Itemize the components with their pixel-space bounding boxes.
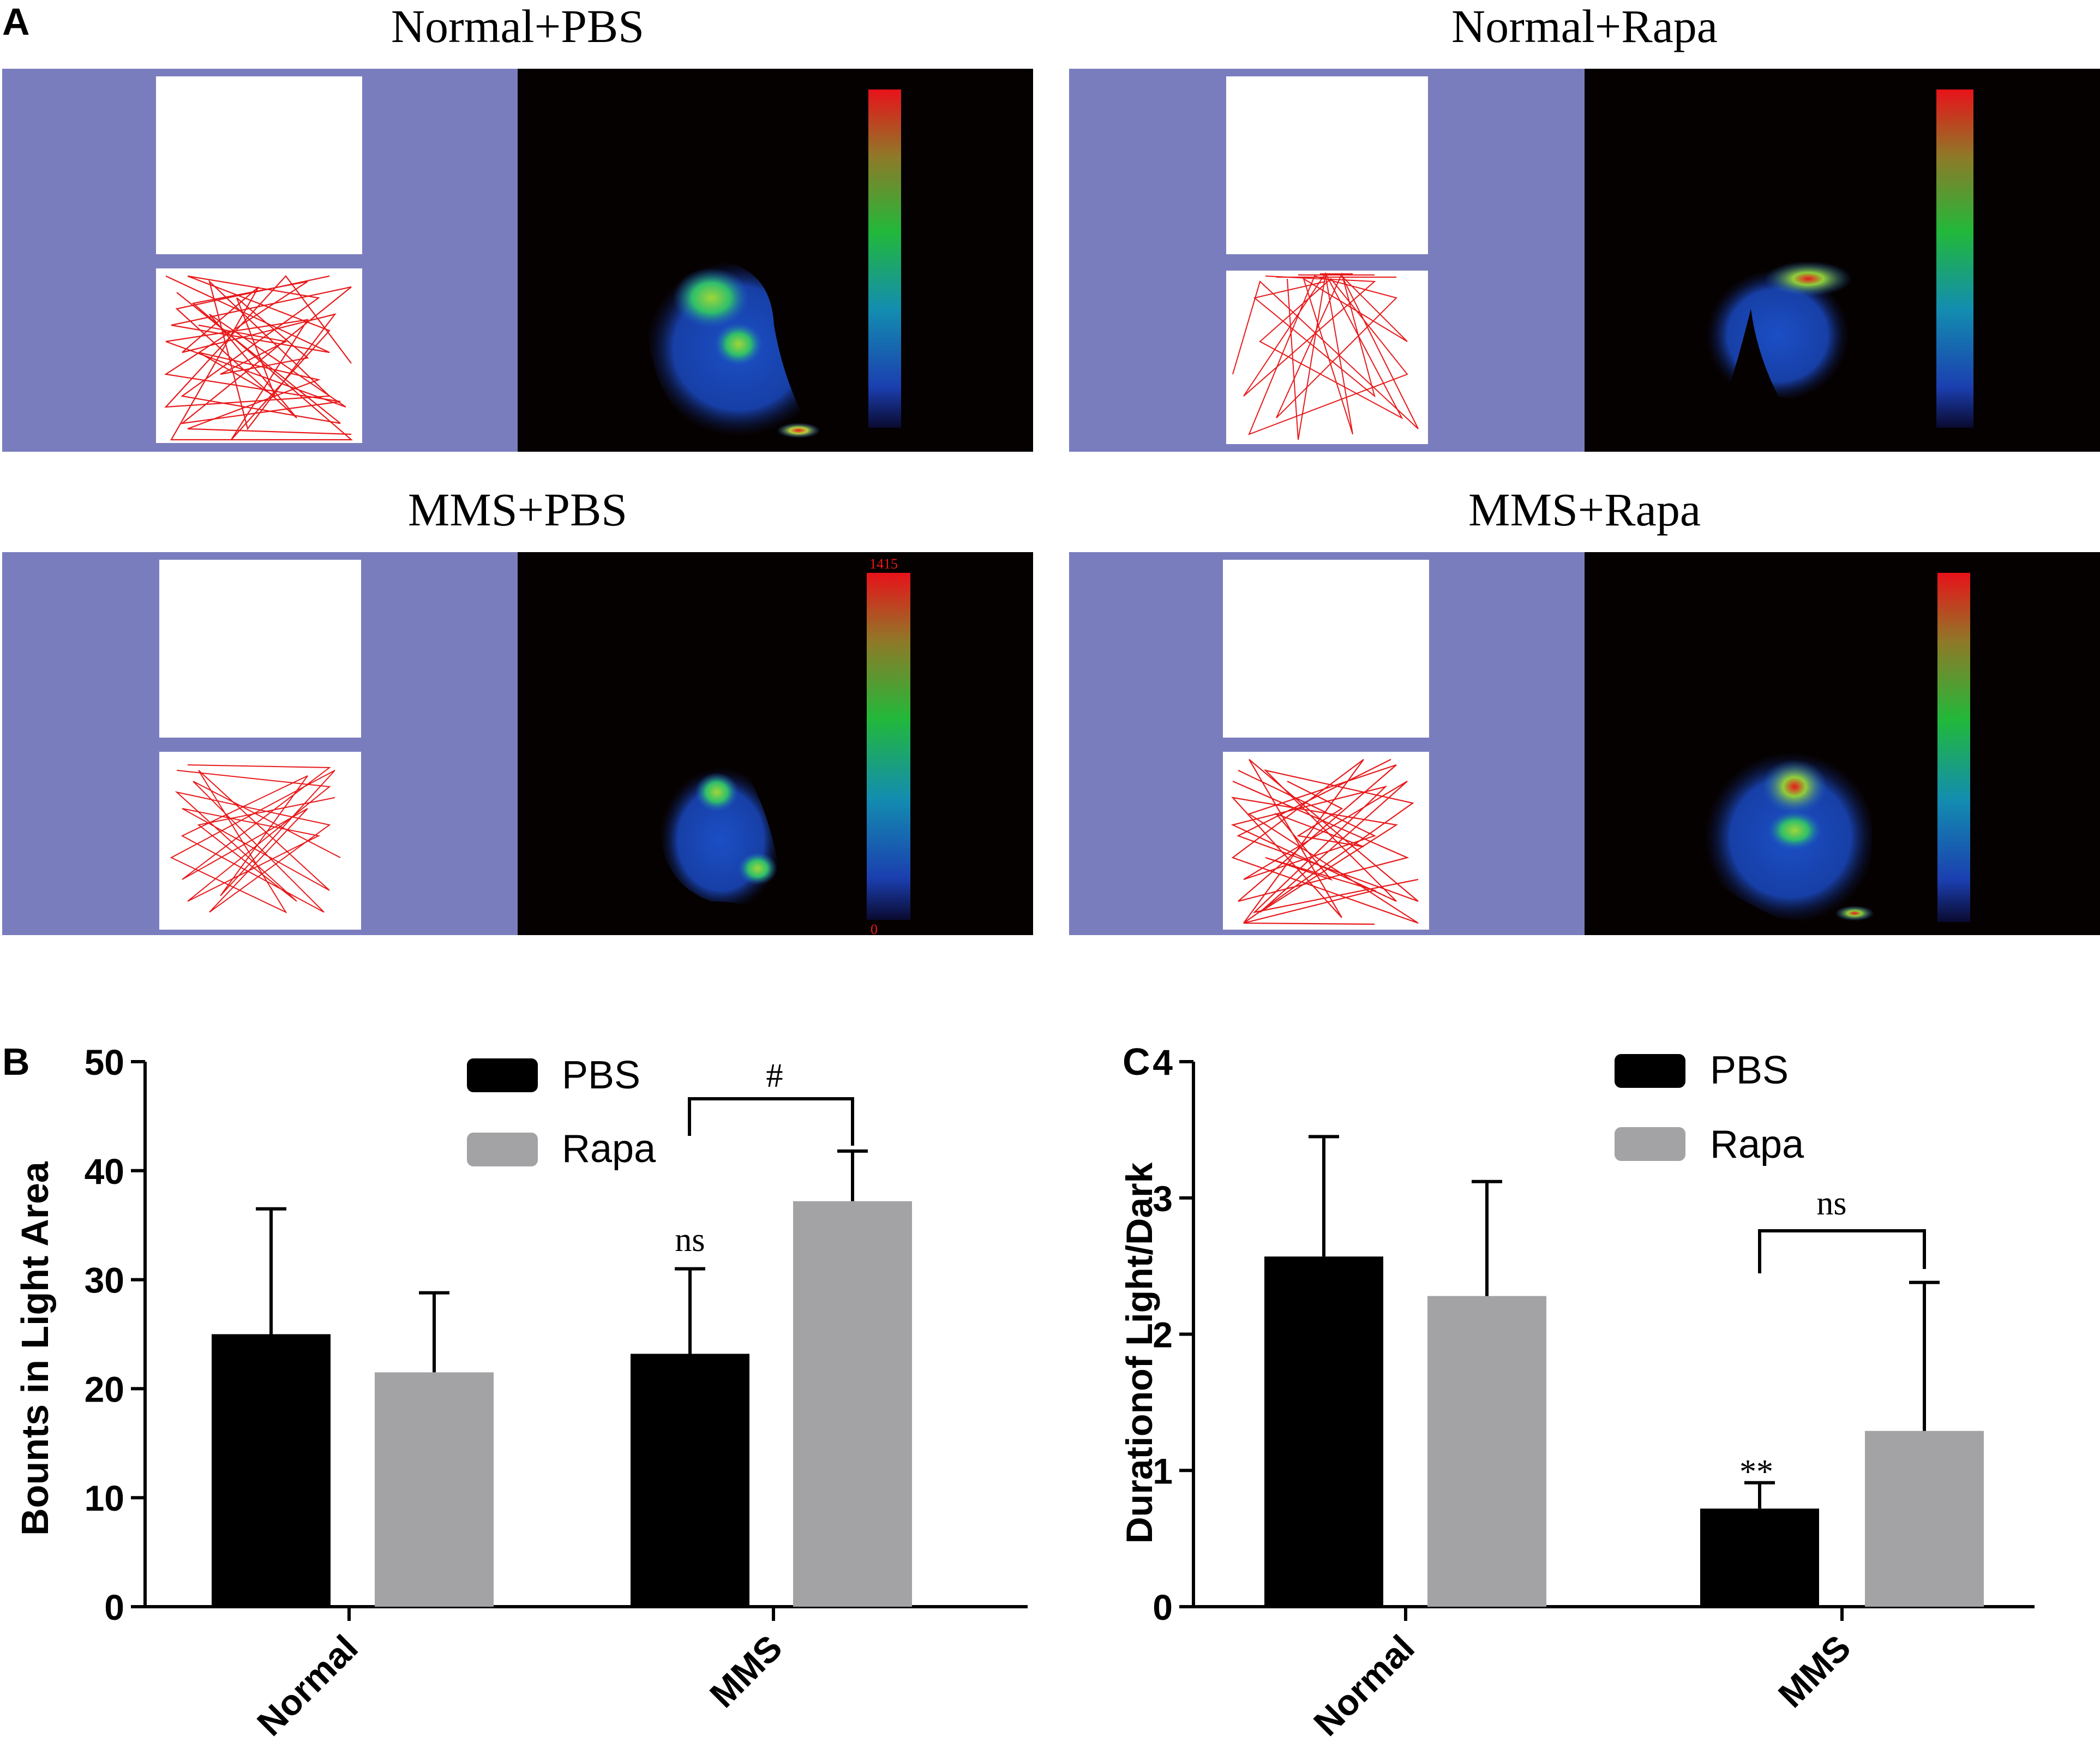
tile-normal-pbs [2, 69, 1033, 452]
significance-bracket [1758, 1229, 1926, 1273]
heat-color-scale [868, 89, 901, 428]
legend: PBS Rapa [467, 1053, 656, 1171]
occupancy-heat-region [1706, 269, 1849, 402]
tile-title-mms-rapa: MMS+Rapa [1468, 483, 1701, 536]
tile-title-normal-pbs: Normal+PBS [391, 0, 645, 52]
light-compartment [159, 560, 361, 738]
y-tick-label: 2 [1153, 1315, 1173, 1355]
occupancy-hotspot [738, 852, 777, 885]
y-axis-label: Bounts in Light Area [14, 1161, 56, 1536]
legend-label-pbs: PBS [1710, 1049, 1789, 1092]
occupancy-hotspot [695, 773, 739, 812]
bar-mms-pbs [631, 1354, 749, 1607]
movement-track [1231, 759, 1419, 925]
annotation-double-star: ** [1739, 1453, 1773, 1490]
legend-label-rapa: Rapa [562, 1127, 656, 1171]
tile-mms-pbs: 1415 0 [2, 552, 1033, 935]
legend-swatch-rapa [1615, 1127, 1685, 1161]
y-tick-label: 40 [85, 1151, 124, 1192]
bar-normal-rapa [1427, 1296, 1546, 1607]
panel-c-letter: C [1123, 1040, 1150, 1083]
annotation-ns: ns [675, 1222, 705, 1259]
tile-mms-rapa [1069, 552, 2100, 935]
y-tick-label: 20 [85, 1369, 124, 1409]
significance-bracket [688, 1097, 854, 1146]
bar-normal-pbs [1264, 1256, 1383, 1607]
bar-chart-bounts: 0 10 20 30 40 50 Normal MMS Bounts in Light Are… [14, 1042, 1028, 1744]
bar-mms-rapa [793, 1201, 912, 1607]
y-tick-label: 30 [85, 1260, 124, 1301]
y-tick-label: 4 [1153, 1042, 1173, 1082]
bar-mms-rapa [1865, 1430, 1984, 1607]
y-tick-label: 1 [1153, 1451, 1173, 1491]
x-tick-label: Normal [249, 1627, 365, 1744]
y-tick-label: 50 [85, 1042, 124, 1082]
bar-normal-rapa [375, 1372, 494, 1607]
occupancy-hotspot [1765, 261, 1852, 296]
bar-normal-pbs [212, 1334, 331, 1607]
heat-color-scale [1936, 89, 1973, 428]
tile-title-mms-pbs: MMS+PBS [407, 483, 628, 536]
scale-max-label: 1415 [869, 556, 898, 572]
x-tick-label: MMS [702, 1627, 790, 1715]
panel-a-letter: A [2, 1, 30, 43]
y-tick-label: 0 [104, 1587, 124, 1627]
y-axis-label: Durationof Light/Dark [1119, 1162, 1160, 1543]
legend-label-rapa: Rapa [1710, 1123, 1804, 1166]
legend-swatch-pbs [1615, 1054, 1685, 1088]
movement-track [170, 764, 341, 914]
legend-swatch-rapa [467, 1133, 538, 1166]
y-tick-label: 0 [1153, 1587, 1173, 1627]
y-tick-label: 3 [1153, 1178, 1173, 1219]
occupancy-hotspot [673, 268, 749, 328]
light-compartment [1223, 560, 1429, 738]
scale-min-label: 0 [871, 921, 878, 935]
tile-normal-rapa [1069, 69, 2100, 452]
x-tick-label: MMS [1771, 1627, 1858, 1715]
legend: PBS Rapa [1615, 1049, 1804, 1166]
light-compartment [156, 76, 362, 254]
occupancy-hotspot [714, 322, 763, 366]
occupancy-hotspot [1767, 811, 1822, 850]
annotation-hash: # [766, 1057, 783, 1094]
y-tick-label: 10 [85, 1478, 124, 1518]
movement-track [164, 275, 353, 441]
heat-color-scale [1937, 573, 1970, 922]
occupancy-hotspot [1835, 906, 1874, 921]
occupancy-hotspot [1762, 759, 1827, 814]
occupancy-hotspot [777, 423, 820, 438]
legend-swatch-pbs [467, 1058, 538, 1092]
annotation-ns: ns [1816, 1185, 1846, 1222]
legend-label-pbs: PBS [562, 1053, 640, 1097]
bar-chart-duration: 0 1 2 3 4 Normal MMS Durationof Light/Dark PBS… [1119, 1042, 2035, 1744]
tile-title-normal-rapa: Normal+Rapa [1451, 0, 1718, 52]
movement-track [1232, 272, 1419, 440]
heat-color-scale [867, 573, 910, 920]
bar-mms-pbs [1700, 1508, 1819, 1607]
panel-b-letter: B [2, 1040, 30, 1083]
x-tick-label: Normal [1306, 1627, 1422, 1744]
light-compartment [1226, 76, 1428, 254]
